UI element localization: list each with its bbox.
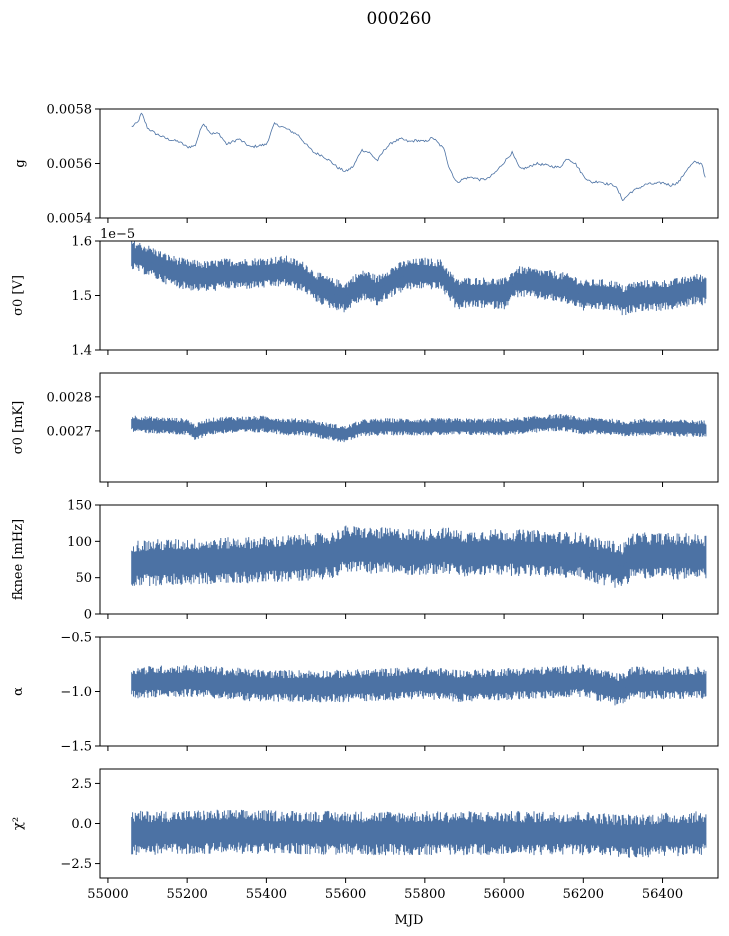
ytick-label: −2.5 xyxy=(60,857,92,872)
series-sigma0_volts xyxy=(131,241,707,316)
xtick-label: 56400 xyxy=(642,887,683,902)
series-sigma0_mK xyxy=(131,414,707,443)
panel-sigma0_mK: 0.0027 0.0028 σ0 [mK] xyxy=(11,372,719,487)
ytick-label: 0.0058 xyxy=(47,103,93,118)
ytick-label: 50 xyxy=(75,571,92,586)
xtick-label: 56000 xyxy=(483,887,524,902)
xtick-label: 55000 xyxy=(87,887,128,902)
y-axis-label: fknee [mHz] xyxy=(11,519,26,600)
axes-frame-fknee xyxy=(99,504,719,615)
ytick-label: 0 xyxy=(84,608,92,623)
x-axis-label: MJD xyxy=(395,913,424,928)
ytick-label: −0.5 xyxy=(60,631,92,646)
data-band-chisq xyxy=(131,809,707,858)
panel-gain: 0.0054 0.0056 0.0058 g xyxy=(13,103,719,227)
ytick-label: −1.0 xyxy=(60,685,92,700)
ytick-label: 0.0 xyxy=(71,817,92,832)
data-line-sigma0_mK xyxy=(131,421,707,435)
y-offset-text: 1e−5 xyxy=(100,227,135,242)
series-fknee xyxy=(131,525,707,588)
y-axis-label: χ² xyxy=(11,817,26,830)
data-line-sigma0_volts xyxy=(131,254,707,302)
panel-chisq: −2.5 0.0 2.5 55000 55200 55400 55600 55800 56000… xyxy=(11,768,719,902)
panel-alpha: −1.5 −1.0 −0.5 α xyxy=(11,631,719,755)
axes-frame-gain xyxy=(99,108,719,219)
panel-fknee: 0 50 100 150 fknee [mHz] xyxy=(11,499,719,623)
ytick-label: 1.6 xyxy=(71,235,92,250)
ytick-label: 0.0056 xyxy=(47,157,93,172)
ytick-label: 0.0054 xyxy=(47,212,93,227)
ytick-label: 100 xyxy=(67,535,92,550)
data-line-alpha xyxy=(131,680,707,690)
y-axis-label: σ0 [V] xyxy=(11,275,26,316)
series-chisq xyxy=(131,809,707,858)
series-alpha xyxy=(131,664,707,706)
ytick-label: 1.5 xyxy=(71,289,92,304)
xtick-label: 55400 xyxy=(246,887,287,902)
ytick-label: 150 xyxy=(67,499,92,514)
data-band-sigma0_volts xyxy=(131,241,707,316)
xtick-label: 55600 xyxy=(325,887,366,902)
data-band-sigma0_mK xyxy=(131,414,707,443)
ytick-label: 2.5 xyxy=(71,777,92,792)
panel-sigma0_volts: 1.4 1.5 1.6 1e−5 σ0 [V] xyxy=(11,227,719,359)
ytick-label: 1.4 xyxy=(71,344,92,359)
data-line-gain xyxy=(131,112,706,202)
data-line-chisq xyxy=(131,830,707,837)
xtick-label: 55200 xyxy=(166,887,207,902)
data-band-alpha xyxy=(131,664,707,706)
ytick-label: 0.0027 xyxy=(47,424,93,439)
axes-frame-sigma0_mK xyxy=(99,372,719,483)
series-gain xyxy=(131,112,706,202)
ytick-label: −1.5 xyxy=(60,740,92,755)
xtick-label: 56200 xyxy=(563,887,604,902)
xtick-label: 55800 xyxy=(404,887,445,902)
ytick-label: 0.0028 xyxy=(47,390,93,405)
data-line-fknee xyxy=(131,548,707,568)
figure-title: 000260 xyxy=(367,9,432,29)
y-axis-label: α xyxy=(11,687,26,696)
y-axis-label: g xyxy=(13,159,28,167)
y-axis-label: σ0 [mK] xyxy=(11,401,26,454)
data-band-fknee xyxy=(131,525,707,588)
panels: 0.0054 0.0056 0.0058 g 1.4 1.5 1.6 1e−5 σ0 [V] 0.… xyxy=(11,103,719,902)
